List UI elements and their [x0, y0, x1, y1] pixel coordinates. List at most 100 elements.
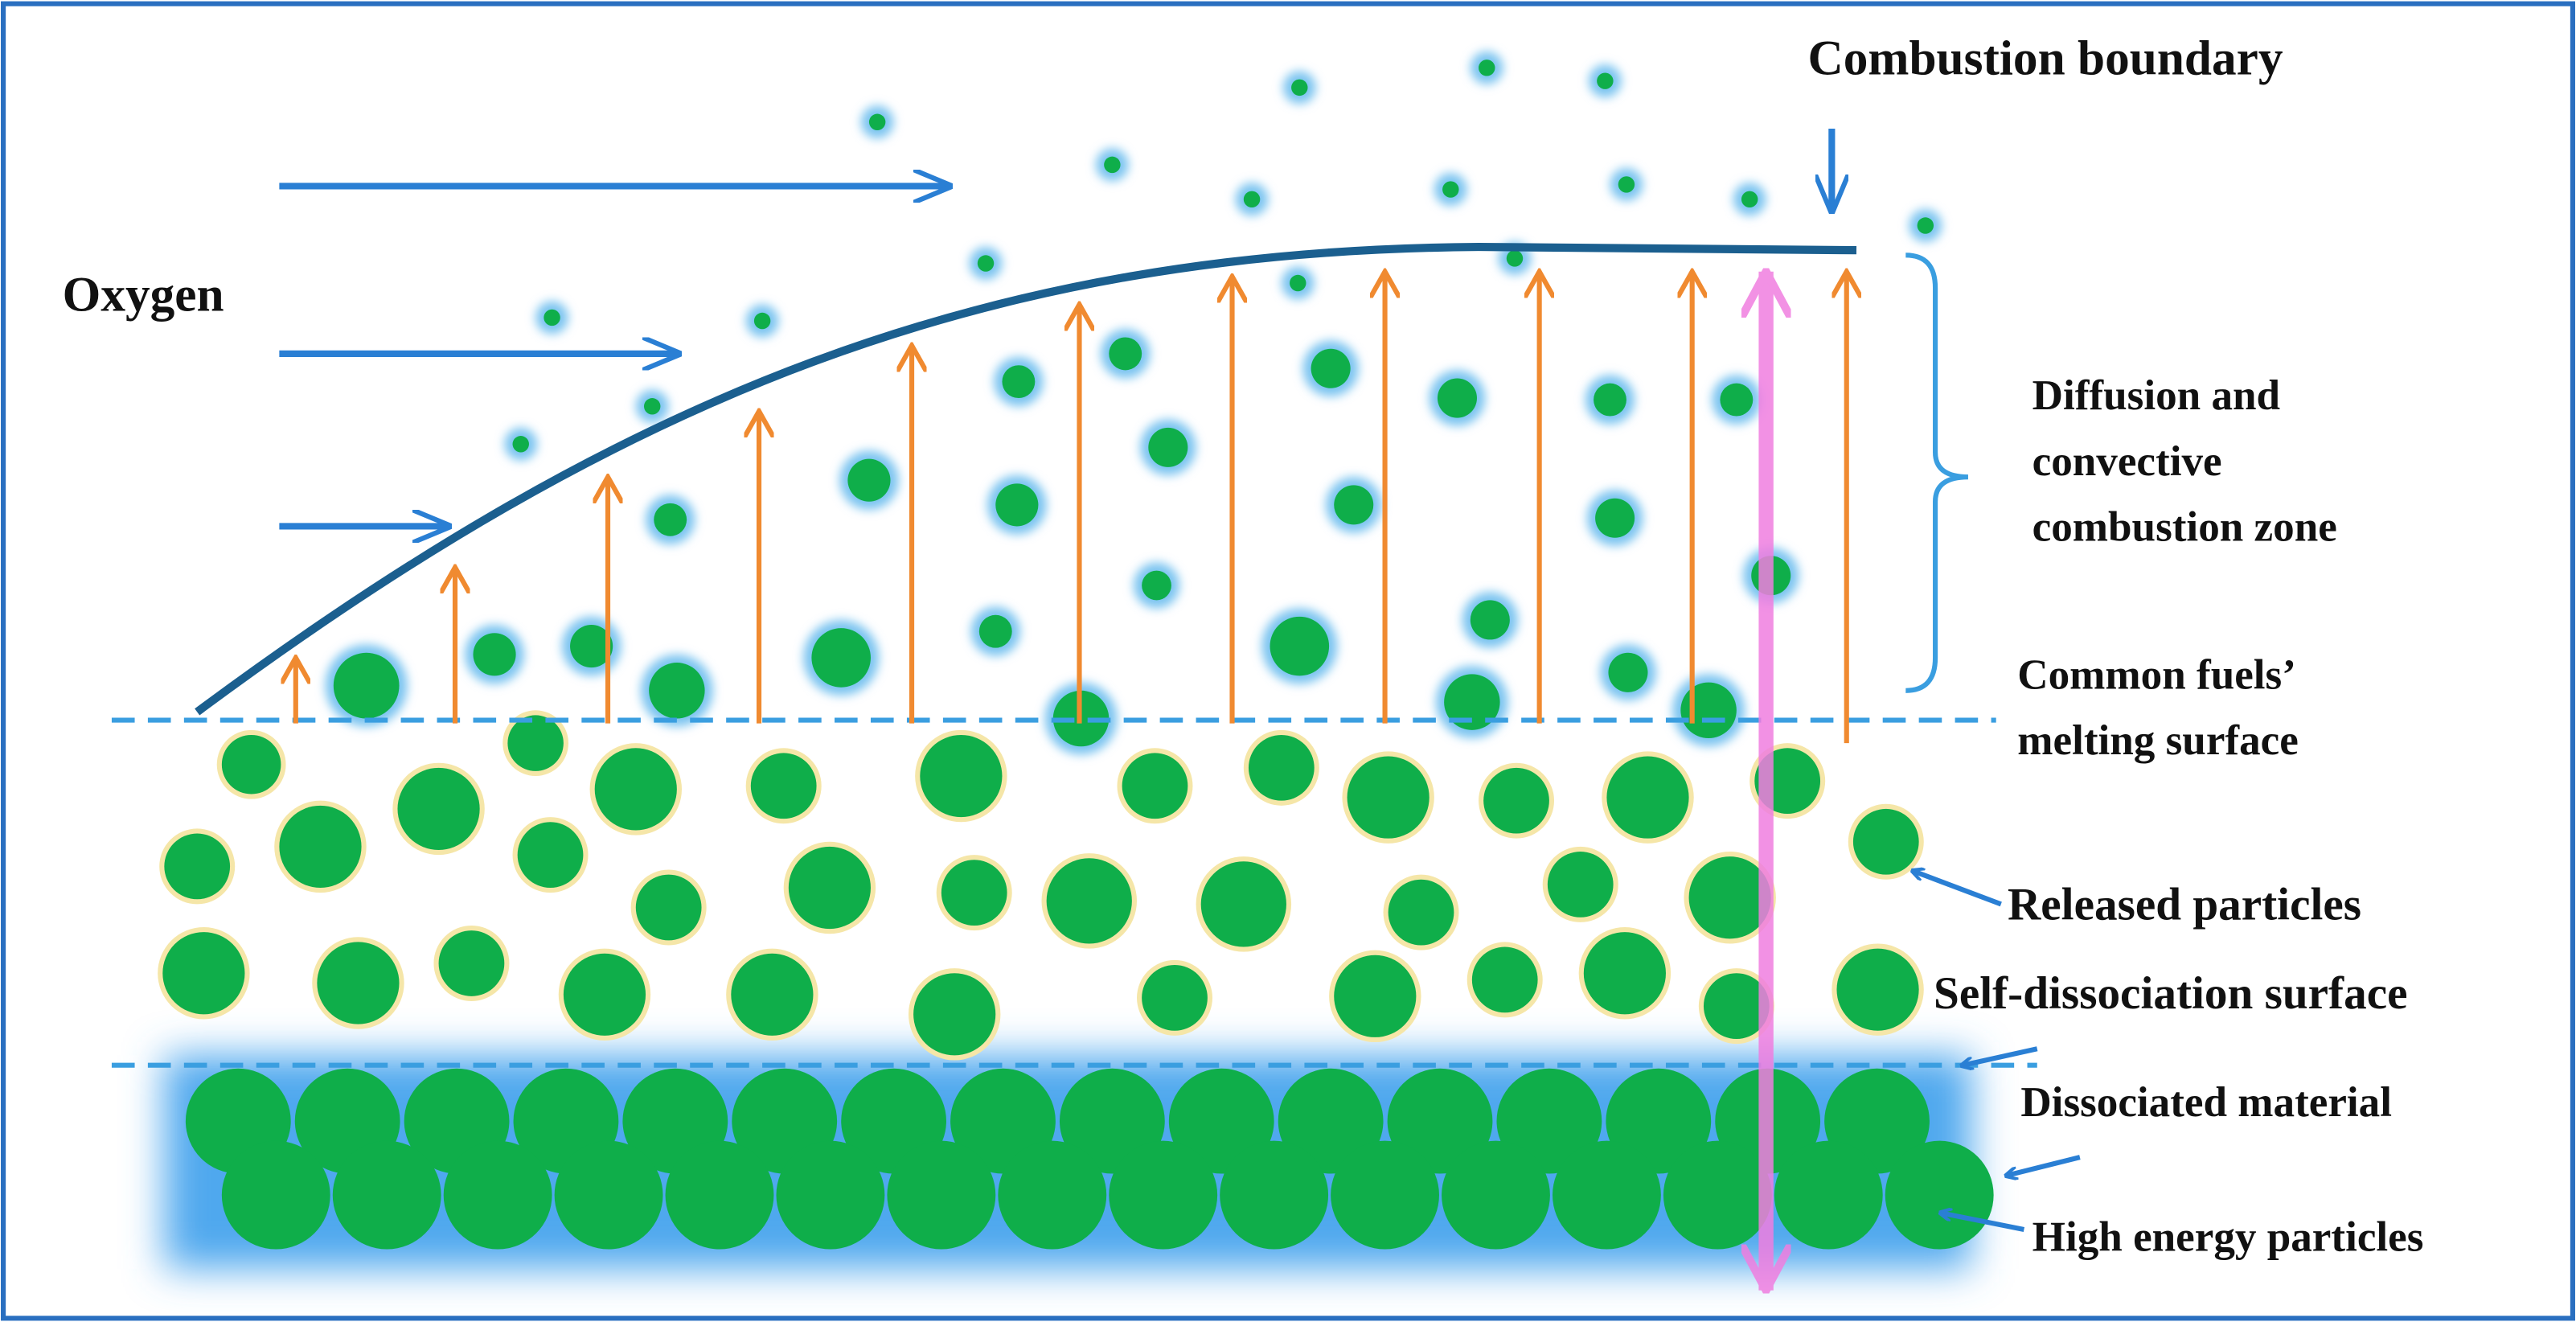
particle: [1471, 946, 1538, 1013]
particle: [1552, 1140, 1661, 1250]
particle: [1243, 191, 1261, 208]
particle: [1168, 1068, 1274, 1174]
particle: [1680, 682, 1737, 739]
particle: [1200, 861, 1286, 947]
combustion-boundary: [195, 242, 1857, 716]
particle: [1741, 191, 1758, 208]
label: High energy particles: [2032, 1213, 2424, 1260]
particle: [1597, 72, 1614, 89]
particle: [1595, 498, 1635, 538]
particle: [1311, 348, 1351, 388]
particle: [1388, 879, 1454, 946]
particle: [1606, 756, 1689, 839]
particle: [279, 805, 362, 888]
label-line: melting surface: [2017, 717, 2299, 764]
particle: [1148, 427, 1188, 467]
particle: [731, 953, 814, 1036]
particle: [665, 1140, 774, 1250]
particle: [649, 663, 705, 719]
particle: [164, 833, 231, 900]
label-line: Common fuels’: [2017, 652, 2296, 699]
zone-brace: [1905, 252, 1969, 693]
particle: [1142, 570, 1171, 601]
particle: [978, 614, 1012, 648]
particle: [811, 628, 871, 688]
particle: [776, 1140, 885, 1250]
particle: [507, 715, 564, 771]
particle: [1109, 1140, 1218, 1250]
label: Oxygen: [63, 268, 224, 322]
particle: [570, 625, 613, 668]
particle: [397, 767, 480, 850]
particle: [847, 458, 891, 502]
convection-arrows: [296, 272, 1847, 744]
particle: [1248, 734, 1315, 801]
particle: [977, 255, 995, 272]
particle: [788, 846, 871, 930]
particle: [1917, 217, 1934, 234]
particle: [1220, 1140, 1329, 1250]
particle: [1618, 176, 1635, 193]
particle: [517, 822, 584, 888]
particle: [1852, 808, 1919, 875]
particle: [1347, 756, 1430, 839]
particle: [998, 1140, 1107, 1250]
particle: [913, 973, 996, 1056]
particle: [1663, 1140, 1772, 1250]
label: Common fuels’ melting surface: [2017, 652, 2307, 765]
label: Released particles: [2008, 880, 2361, 930]
particle: [512, 436, 529, 453]
particle: [162, 932, 245, 1015]
label-line: Diffusion and: [2032, 372, 2280, 419]
label: Self-dissociation surface: [1934, 968, 2407, 1019]
particle: [317, 942, 400, 1024]
particle: [1331, 1140, 1439, 1250]
particle: [1774, 1140, 1883, 1250]
particle: [221, 734, 281, 794]
particle: [554, 1140, 663, 1250]
particle: [1583, 932, 1666, 1015]
particle: [1496, 1068, 1602, 1174]
label: Combustion boundary: [1807, 31, 2283, 85]
particle: [1334, 955, 1417, 1037]
particle: [544, 309, 560, 326]
label-arrows: [1914, 872, 2081, 1233]
particle: [1720, 383, 1754, 417]
arrow: [2008, 1155, 2081, 1175]
particle: [635, 874, 702, 941]
particle: [1437, 378, 1477, 418]
particle: [887, 1140, 996, 1250]
particle: [594, 748, 677, 831]
particle: [753, 312, 771, 330]
particle: [1104, 156, 1121, 174]
particle: [1442, 181, 1459, 198]
particle: [644, 398, 661, 415]
particle: [1109, 337, 1142, 371]
particle: [1444, 674, 1500, 730]
particle: [1479, 60, 1495, 76]
particle: [1547, 852, 1614, 918]
particle: [750, 753, 817, 819]
particle: [995, 483, 1039, 527]
oxygen-arrows: [279, 128, 1832, 526]
particle: [1608, 652, 1648, 692]
arrow: [1963, 1046, 2038, 1065]
particle: [1046, 858, 1132, 944]
particles: [158, 51, 1994, 1250]
particle: [1270, 616, 1330, 676]
particle: [1142, 965, 1208, 1031]
particle: [332, 1140, 441, 1250]
particle: [563, 953, 646, 1036]
particle: [1442, 1140, 1550, 1250]
particle: [1278, 1068, 1384, 1174]
particle: [333, 652, 400, 719]
particle: [1334, 485, 1374, 525]
particle: [1885, 1140, 1994, 1250]
particle: [1483, 767, 1549, 834]
particle: [920, 734, 1003, 818]
particle: [1387, 1068, 1493, 1174]
particle: [221, 1140, 330, 1250]
particle: [438, 930, 505, 996]
label-line: combustion zone: [2032, 504, 2337, 551]
